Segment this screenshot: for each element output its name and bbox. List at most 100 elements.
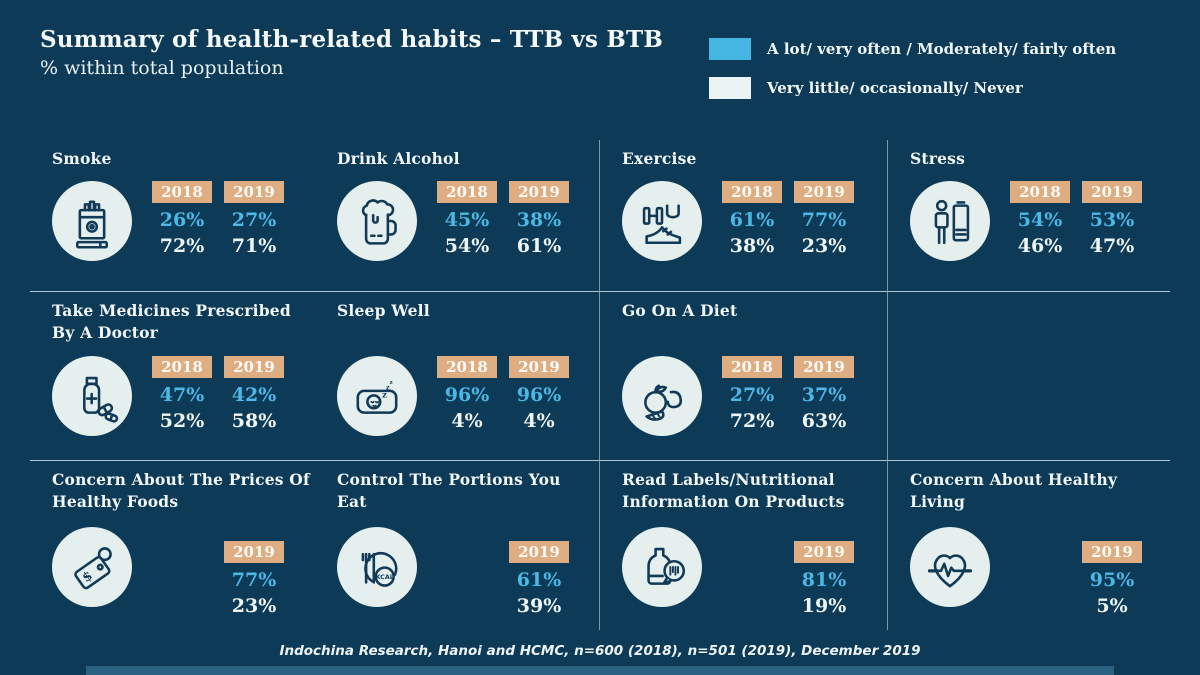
btb-value: 4% bbox=[451, 410, 483, 432]
ttb-value: 37% bbox=[801, 384, 847, 406]
legend-label-btb: Very little/ occasionally/ Never bbox=[767, 79, 1023, 97]
habit-card-read-labels: Read Labels/Nutritional Information On P… bbox=[600, 461, 888, 630]
btb-value: 39% bbox=[516, 595, 562, 617]
btb-value: 5% bbox=[1096, 595, 1128, 617]
habit-card-take-medicines: Take Medicines Prescribed By A Doctor 20… bbox=[30, 292, 315, 461]
year-badge: 2019 bbox=[794, 181, 854, 203]
empty-cell bbox=[888, 292, 1170, 461]
sleep-pillow-icon: z z z bbox=[337, 356, 417, 436]
btb-value: 52% bbox=[159, 410, 205, 432]
btb-value: 47% bbox=[1089, 235, 1135, 257]
habit-card-prices-healthy-foods: Concern About The Prices Of Healthy Food… bbox=[30, 461, 315, 630]
ttb-value: 61% bbox=[516, 569, 562, 591]
habit-title: Concern About The Prices Of Healthy Food… bbox=[52, 470, 310, 511]
year-badge: 2018 bbox=[152, 356, 212, 378]
habit-card-control-portions: Control The Portions You Eat KCAL 2019 6… bbox=[315, 461, 600, 630]
habit-title: Exercise bbox=[622, 149, 697, 168]
ttb-value: 54% bbox=[1017, 209, 1063, 231]
ttb-value: 96% bbox=[516, 384, 562, 406]
habit-card-healthy-living: Concern About Healthy Living 2019 95% 5% bbox=[888, 461, 1170, 630]
page-subtitle: % within total population bbox=[40, 57, 284, 79]
source-note: Indochina Research, Hanoi and HCMC, n=60… bbox=[279, 643, 921, 659]
habit-title: Drink Alcohol bbox=[337, 149, 460, 168]
legend-label-ttb: A lot/ very often / Moderately/ fairly o… bbox=[767, 40, 1117, 58]
nutrition-label-icon bbox=[622, 527, 702, 607]
ttb-value: 61% bbox=[729, 209, 775, 231]
ttb-color-swatch bbox=[709, 38, 751, 60]
ttb-value: 38% bbox=[516, 209, 562, 231]
svg-text:z: z bbox=[386, 384, 390, 392]
year-badge: 2018 bbox=[152, 181, 212, 203]
habit-card-exercise: Exercise 2018 61% 38% bbox=[600, 140, 888, 292]
year-column-2018: 2018 26% 72% bbox=[146, 181, 218, 257]
habit-card-go-on-a-diet: Go On A Diet 2018 27% 72% bbox=[600, 292, 888, 461]
year-badge: 2018 bbox=[437, 181, 497, 203]
btb-value: 19% bbox=[801, 595, 847, 617]
year-badge: 2019 bbox=[794, 356, 854, 378]
habit-title: Control The Portions You Eat bbox=[337, 470, 561, 511]
year-badge: 2019 bbox=[1082, 541, 1142, 563]
ttb-value: 95% bbox=[1089, 569, 1135, 591]
year-column-2018: 2018 47% 52% bbox=[146, 356, 218, 432]
year-column-2019: 2019 37% 63% bbox=[788, 356, 860, 432]
year-column-2019: 2019 42% 58% bbox=[218, 356, 290, 432]
btb-value: 58% bbox=[231, 410, 277, 432]
price-tag-icon: $ bbox=[52, 527, 132, 607]
btb-value: 38% bbox=[729, 235, 775, 257]
year-column-2018: 2018 54% 46% bbox=[1004, 181, 1076, 257]
ttb-value: 27% bbox=[729, 384, 775, 406]
ttb-value: 77% bbox=[231, 569, 277, 591]
habit-title: Stress bbox=[910, 149, 966, 168]
smoke-icon bbox=[52, 181, 132, 261]
habit-card-drink-alcohol: Drink Alcohol 2018 45% 54% bbox=[315, 140, 600, 292]
habit-title: Take Medicines Prescribed By A Doctor bbox=[52, 301, 291, 342]
ttb-value: 26% bbox=[159, 209, 205, 231]
exercise-icon bbox=[622, 181, 702, 261]
year-badge: 2019 bbox=[224, 541, 284, 563]
year-badge: 2019 bbox=[509, 356, 569, 378]
year-column-2019: 2019 53% 47% bbox=[1076, 181, 1148, 257]
habit-title: Smoke bbox=[52, 149, 112, 168]
habit-grid: Smoke 2018 26% 72% 2019 bbox=[30, 140, 1170, 630]
habit-card-smoke: Smoke 2018 26% 72% 2019 bbox=[30, 140, 315, 292]
stress-battery-icon bbox=[910, 181, 990, 261]
ttb-value: 96% bbox=[444, 384, 490, 406]
year-badge: 2019 bbox=[224, 181, 284, 203]
habit-card-stress: Stress 2018 54% 46% bbox=[888, 140, 1170, 292]
diet-fruits-icon bbox=[622, 356, 702, 436]
btb-color-swatch bbox=[709, 77, 751, 99]
habit-title: Go On A Diet bbox=[622, 301, 738, 320]
year-badge: 2019 bbox=[509, 181, 569, 203]
ttb-value: 53% bbox=[1089, 209, 1135, 231]
year-badge: 2018 bbox=[437, 356, 497, 378]
ttb-value: 45% bbox=[444, 209, 490, 231]
btb-value: 46% bbox=[1017, 235, 1063, 257]
svg-text:z: z bbox=[390, 380, 393, 386]
year-badge: 2018 bbox=[722, 181, 782, 203]
year-column-2019: 2019 77% 23% bbox=[218, 541, 290, 617]
year-badge: 2019 bbox=[224, 356, 284, 378]
year-column-2018: 2018 27% 72% bbox=[716, 356, 788, 432]
btb-value: 23% bbox=[801, 235, 847, 257]
ttb-value: 42% bbox=[231, 384, 277, 406]
beer-mug-icon bbox=[337, 181, 417, 261]
habit-card-sleep-well: Sleep Well z z z 2018 96% bbox=[315, 292, 600, 461]
medicine-bottle-icon bbox=[52, 356, 132, 436]
habit-title: Read Labels/Nutritional Information On P… bbox=[622, 470, 845, 511]
title-block: Summary of health-related habits – TTB v… bbox=[40, 26, 663, 116]
year-column-2019: 2019 61% 39% bbox=[503, 541, 575, 617]
year-badge: 2019 bbox=[794, 541, 854, 563]
legend-row-btb: Very little/ occasionally/ Never bbox=[709, 77, 1164, 99]
year-column-2018: 2018 61% 38% bbox=[716, 181, 788, 257]
year-column-2019: 2019 38% 61% bbox=[503, 181, 575, 257]
year-column-2019: 2019 77% 23% bbox=[788, 181, 860, 257]
ttb-value: 77% bbox=[801, 209, 847, 231]
year-column-2019: 2019 81% 19% bbox=[788, 541, 860, 617]
year-badge: 2019 bbox=[509, 541, 569, 563]
bottom-accent-bar bbox=[86, 666, 1114, 675]
year-column-2019: 2019 96% 4% bbox=[503, 356, 575, 432]
year-column-2019: 2019 95% 5% bbox=[1076, 541, 1148, 617]
legend: A lot/ very often / Moderately/ fairly o… bbox=[709, 38, 1164, 116]
svg-text:KCAL: KCAL bbox=[376, 573, 394, 581]
